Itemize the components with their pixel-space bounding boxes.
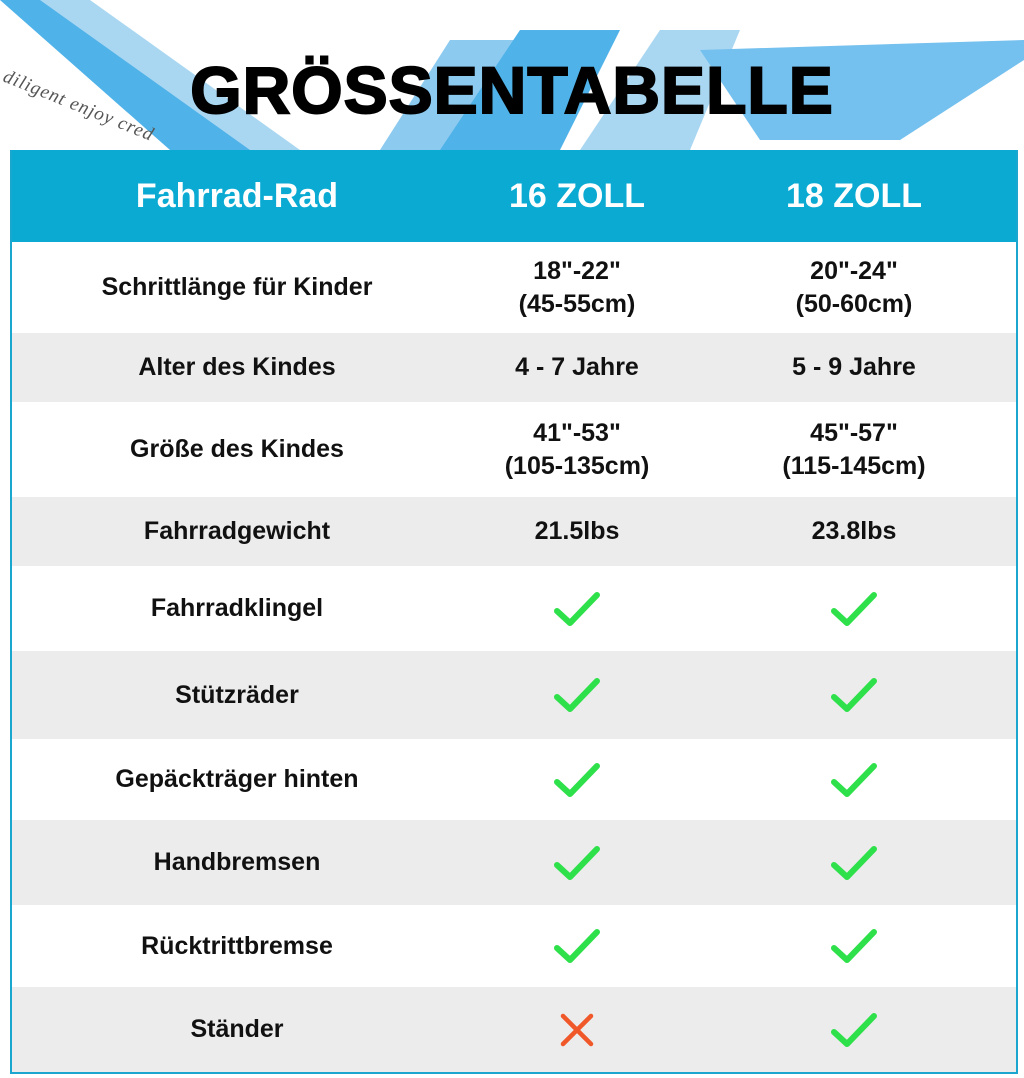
row-label: Ständer [190, 1015, 284, 1043]
table-cell: 20"-24" (50-60cm) [692, 255, 1016, 321]
check-icon [554, 845, 600, 880]
table-cell [462, 760, 692, 800]
table-cell [692, 760, 1016, 800]
table-cell: 4 - 7 Jahre [462, 351, 692, 384]
table-cell: 45"-57" (115-145cm) [692, 417, 1016, 483]
cross-icon [560, 1013, 594, 1046]
check-icon [554, 591, 600, 626]
header-cell: 18 ZOLL [785, 176, 923, 215]
table-cell [462, 589, 692, 629]
check-icon [831, 845, 877, 880]
header-cell: 16 ZOLL [508, 176, 646, 215]
cell-text: 20"-24" [810, 256, 898, 285]
table-row: Handbremsen [12, 820, 1016, 905]
row-label: Stützräder [175, 680, 299, 709]
table-cell [462, 1010, 692, 1050]
title: GRÖSSENTABELLE [189, 52, 834, 128]
cell-text: 4 - 7 Jahre [515, 353, 639, 381]
table-row: Gepäckträger hinten [12, 739, 1016, 820]
table-cell [692, 926, 1016, 966]
table-cell [692, 589, 1016, 629]
table-cell: 23.8lbs [692, 515, 1016, 548]
row-label: Fahrradgewicht [143, 517, 331, 545]
cell-text: 21.5lbs [534, 517, 620, 545]
check-icon [554, 762, 600, 797]
cell-text: 18"-22" [533, 256, 621, 285]
size-table: Fahrrad-Rad 16 ZOLL 18 ZOLL Schrittlänge fü… [10, 150, 1018, 1074]
table-row: Rücktrittbremse [12, 905, 1016, 987]
check-icon [831, 762, 877, 797]
table-row: Stützräder [12, 651, 1016, 739]
table-cell [462, 675, 692, 715]
table-row: Fahrradklingel [12, 566, 1016, 651]
row-label: Schrittlänge für Kinder [101, 273, 373, 301]
row-label: Gepäckträger hinten [115, 765, 359, 793]
cell-text: 5 - 9 Jahre [792, 353, 916, 381]
check-icon [831, 1012, 877, 1047]
cell-text: (50-60cm) [795, 289, 913, 318]
row-label: Größe des Kindes [130, 435, 344, 463]
cell-text: 23.8lbs [811, 517, 897, 545]
table-cell: 41"-53" (105-135cm) [462, 417, 692, 483]
table-row: Ständer [12, 987, 1016, 1072]
row-label: Rücktrittbremse [141, 931, 333, 960]
check-icon [554, 678, 600, 712]
header-row: Fahrrad-Rad 16 ZOLL 18 ZOLL [12, 150, 1016, 242]
cell-text: 45"-57" [810, 418, 898, 447]
table-row: Größe des Kindes 41"-53" (105-135cm) 45"-57… [12, 402, 1016, 497]
check-icon [831, 591, 877, 626]
header-cell: Fahrrad-Rad [135, 176, 339, 215]
table-cell: 5 - 9 Jahre [692, 351, 1016, 384]
row-label: Handbremsen [153, 848, 321, 876]
table-cell [692, 843, 1016, 883]
table-cell [692, 675, 1016, 715]
check-icon [831, 929, 877, 963]
row-label: Fahrradklingel [150, 594, 324, 622]
decoration [0, 0, 1024, 150]
table-row: Fahrradgewicht 21.5lbs 23.8lbs [12, 497, 1016, 566]
table-cell: 18"-22" (45-55cm) [462, 255, 692, 321]
cell-text: (45-55cm) [518, 289, 636, 318]
cell-text: (105-135cm) [504, 451, 650, 480]
table-cell [462, 843, 692, 883]
table-row: Alter des Kindes 4 - 7 Jahre 5 - 9 Jahre [12, 333, 1016, 402]
table-cell [462, 926, 692, 966]
cell-text: 41"-53" [533, 418, 621, 447]
row-label: Alter des Kindes [138, 353, 336, 381]
check-icon [554, 929, 600, 963]
table-cell: 21.5lbs [462, 515, 692, 548]
table-row: Schrittlänge für Kinder 18"-22" (45-55cm) 2… [12, 242, 1016, 333]
table-cell [692, 1010, 1016, 1050]
check-icon [831, 678, 877, 712]
cell-text: (115-145cm) [782, 451, 926, 480]
